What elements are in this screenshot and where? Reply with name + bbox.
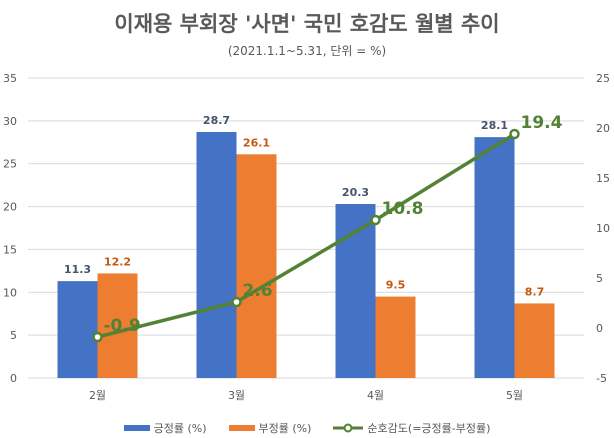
- legend: 긍정률 (%) 부정률 (%) 순호감도(=긍정률-부정률): [0, 420, 614, 436]
- data-label: 11.3: [64, 263, 91, 276]
- line-point: [92, 331, 103, 343]
- left-axis-tick-label: 0: [10, 372, 17, 385]
- data-label: 26.1: [243, 136, 270, 149]
- data-label: 9.5: [386, 279, 406, 292]
- data-label: 8.7: [525, 285, 545, 298]
- x-axis-tick-label: 2월: [89, 389, 106, 402]
- bar-negative: [236, 154, 277, 378]
- line-data-label: 10.8: [382, 199, 424, 219]
- bar-positive: [196, 132, 237, 378]
- x-axis-tick-label: 3월: [228, 389, 245, 402]
- left-axis-tick-label: 20: [3, 201, 17, 214]
- legend-label: 긍정률 (%): [153, 422, 207, 435]
- bar-positive: [57, 281, 98, 378]
- data-label: 20.3: [342, 186, 369, 199]
- bar-negative: [97, 273, 138, 378]
- legend-item-net: 순호감도(=긍정률-부정률): [333, 420, 490, 436]
- line-data-label: 2.6: [243, 281, 273, 301]
- left-axis-tick-label: 25: [3, 158, 17, 171]
- left-axis-tick-label: 5: [10, 329, 17, 342]
- left-axis-tick-label: 30: [3, 115, 17, 128]
- legend-item-negative: 부정률 (%): [228, 420, 312, 436]
- net-favorability-line: [97, 132, 516, 339]
- line-point: [509, 128, 520, 140]
- data-label: 12.2: [104, 255, 131, 268]
- legend-swatch: [228, 425, 255, 431]
- left-axis-tick-label: 35: [3, 72, 17, 85]
- left-axis-tick-label: 10: [3, 286, 17, 299]
- right-axis-tick-label: 25: [596, 72, 610, 85]
- right-axis-tick-label: 15: [596, 172, 610, 185]
- legend-item-positive: 긍정률 (%): [123, 420, 207, 436]
- legend-label: 순호감도(=긍정률-부정률): [367, 422, 491, 435]
- bar-positive: [474, 137, 515, 378]
- right-axis-tick-label: 0: [596, 322, 603, 335]
- legend-line-marker-icon: [333, 423, 364, 433]
- right-axis-tick-label: 10: [596, 222, 610, 235]
- x-axis-tick-label: 5월: [506, 389, 523, 402]
- chart-title: 이재용 부회장 '사면' 국민 호감도 월별 추이: [114, 12, 500, 36]
- legend-swatch: [123, 425, 150, 431]
- right-axis-tick-label: -5: [596, 372, 607, 385]
- bar-negative: [375, 296, 416, 378]
- data-label: 28.7: [203, 114, 230, 127]
- data-label: 28.1: [481, 119, 508, 132]
- line-data-label: -0.9: [104, 316, 141, 336]
- x-axis-tick-label: 4월: [367, 389, 384, 402]
- line-data-label: 19.4: [521, 113, 563, 133]
- left-axis-tick-label: 15: [3, 243, 17, 256]
- bar-negative: [514, 303, 555, 378]
- legend-label: 부정률 (%): [258, 422, 312, 435]
- right-axis-tick-label: 5: [596, 272, 603, 285]
- right-axis-tick-label: 20: [596, 122, 610, 135]
- line-point: [231, 296, 242, 308]
- chart-subtitle: (2021.1.1~5.31, 단위 = %): [227, 44, 387, 58]
- line-point: [370, 214, 381, 226]
